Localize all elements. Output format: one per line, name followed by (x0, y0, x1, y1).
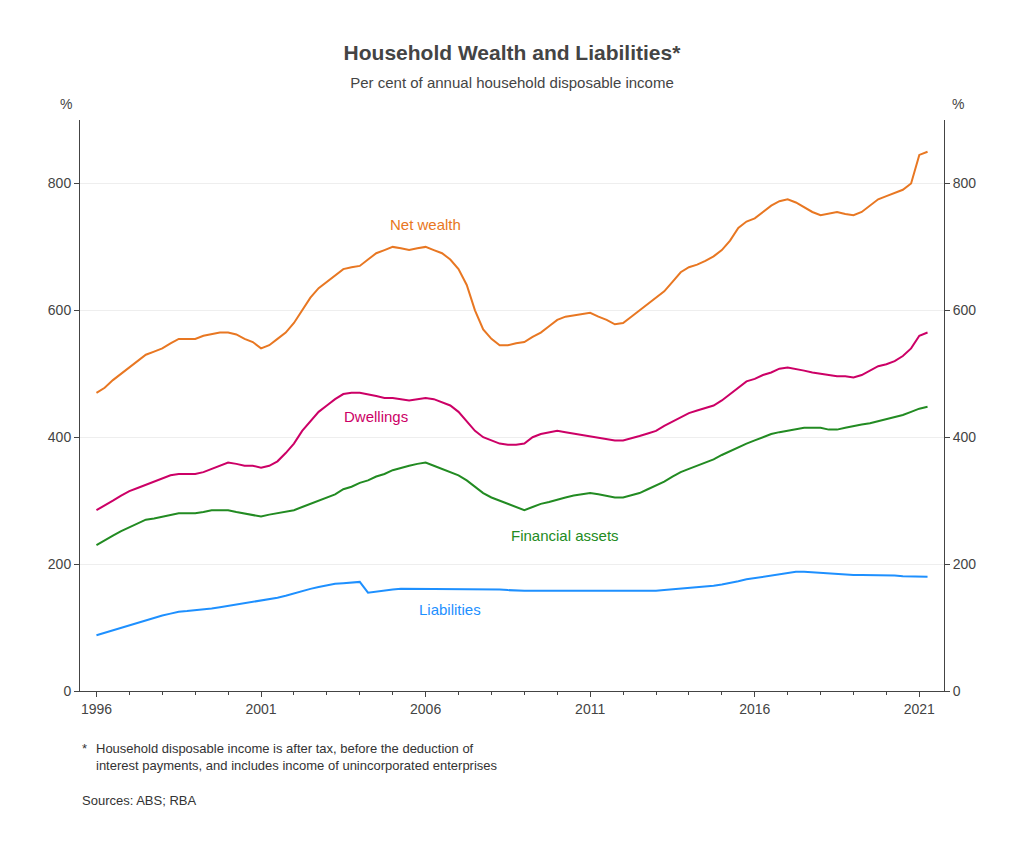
svg-text:%: % (60, 96, 72, 112)
svg-text:2016: 2016 (739, 701, 770, 717)
svg-text:Per cent of annual household d: Per cent of annual household disposable … (350, 74, 674, 91)
svg-text:0: 0 (953, 683, 961, 699)
svg-text:Household disposable income is: Household disposable income is after tax… (96, 741, 498, 773)
svg-text:Sources: ABS; RBA: Sources: ABS; RBA (82, 793, 196, 808)
svg-text:%: % (952, 96, 964, 112)
svg-text:Dwellings: Dwellings (344, 408, 408, 425)
svg-text:0: 0 (63, 683, 71, 699)
svg-text:600: 600 (48, 302, 72, 318)
svg-text:Household Wealth and Liabiliti: Household Wealth and Liabilities* (344, 41, 682, 64)
svg-text:800: 800 (953, 175, 977, 191)
svg-text:400: 400 (953, 429, 977, 445)
svg-text:*: * (82, 741, 87, 756)
svg-text:2011: 2011 (575, 701, 605, 717)
svg-text:Net wealth: Net wealth (390, 216, 461, 233)
svg-text:Liabilities: Liabilities (419, 601, 481, 618)
svg-text:2001: 2001 (245, 701, 276, 717)
svg-text:Financial assets: Financial assets (511, 527, 619, 544)
svg-text:200: 200 (953, 556, 977, 572)
svg-text:1996: 1996 (81, 701, 112, 717)
svg-text:200: 200 (48, 556, 72, 572)
svg-text:800: 800 (48, 175, 72, 191)
svg-text:2021: 2021 (904, 701, 935, 717)
svg-text:2006: 2006 (410, 701, 441, 717)
svg-text:600: 600 (953, 302, 977, 318)
svg-text:400: 400 (48, 429, 72, 445)
